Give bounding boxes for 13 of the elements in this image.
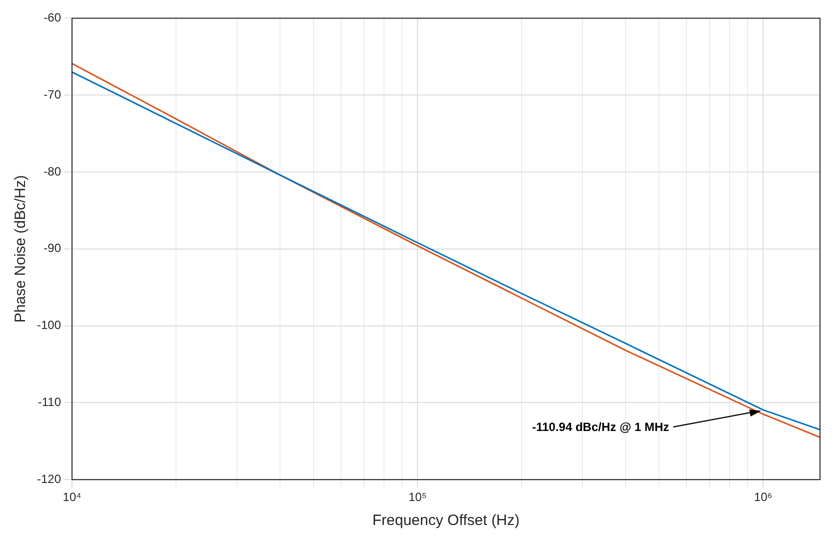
annotation: -110.94 dBc/Hz @ 1 MHz — [532, 420, 670, 434]
x-tick-label: 10⁶ — [754, 490, 772, 504]
x-axis-title: Frequency Offset (Hz) — [372, 512, 520, 530]
y-tick-label: -110 — [38, 395, 62, 410]
y-tick-label: -90 — [44, 241, 62, 256]
y-tick-label: -70 — [44, 87, 62, 102]
y-tick-label: -120 — [36, 472, 62, 486]
y-axis-title: Phase Noise (dBc/Hz) — [12, 175, 30, 323]
x-tick-label: 10⁴ — [62, 490, 82, 504]
y-tick-label: -60 — [44, 10, 62, 25]
y-tick-label: -100 — [36, 318, 62, 332]
x-tick-label: 10⁵ — [408, 490, 427, 504]
y-tick-label: -80 — [44, 164, 62, 178]
